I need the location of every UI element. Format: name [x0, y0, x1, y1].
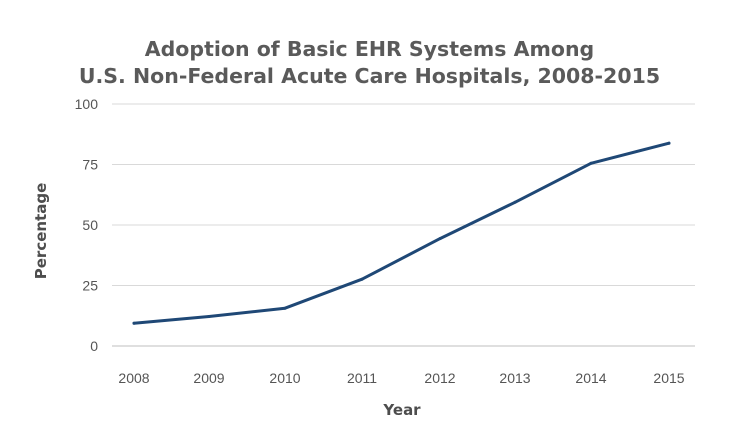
x-tick-label: 2008	[118, 370, 149, 386]
series-layer	[132, 141, 671, 325]
data-point-2014	[589, 161, 593, 165]
gridlines	[112, 103, 695, 347]
x-axis-title: Year	[382, 401, 421, 419]
x-tick-label: 2009	[193, 370, 224, 386]
x-tick-label: 2014	[575, 370, 606, 386]
y-axis-ticks: 0 25 50 75 100	[75, 96, 99, 354]
y-axis-title: Percentage	[32, 183, 50, 280]
data-point-2011	[360, 277, 364, 281]
y-tick-label: 0	[90, 338, 98, 354]
data-point-2008	[132, 321, 136, 325]
x-tick-label: 2011	[347, 370, 377, 386]
data-point-2013	[513, 200, 517, 204]
x-tick-label: 2013	[499, 370, 530, 386]
data-point-2012	[438, 237, 442, 241]
y-tick-label: 50	[82, 217, 98, 233]
chart-title-line-2: U.S. Non-Federal Acute Care Hospitals, 2…	[78, 64, 661, 88]
y-tick-label: 75	[82, 157, 98, 173]
x-tick-label: 2012	[424, 370, 455, 386]
chart-title-line-1: Adoption of Basic EHR Systems Among	[144, 37, 595, 61]
y-tick-label: 25	[82, 278, 98, 294]
x-tick-label: 2010	[269, 370, 300, 386]
data-point-2009	[207, 315, 211, 318]
data-point-2010	[283, 306, 287, 310]
series-line-0	[132, 141, 671, 325]
x-tick-label: 2015	[653, 370, 684, 386]
x-axis-ticks: 2008 2009 2010 2011 2012 2013 2014 2015	[118, 370, 684, 386]
chart-title: Adoption of Basic EHR Systems Among U.S.…	[0, 36, 739, 90]
data-point-2015	[667, 141, 671, 145]
y-tick-label: 100	[75, 96, 99, 112]
